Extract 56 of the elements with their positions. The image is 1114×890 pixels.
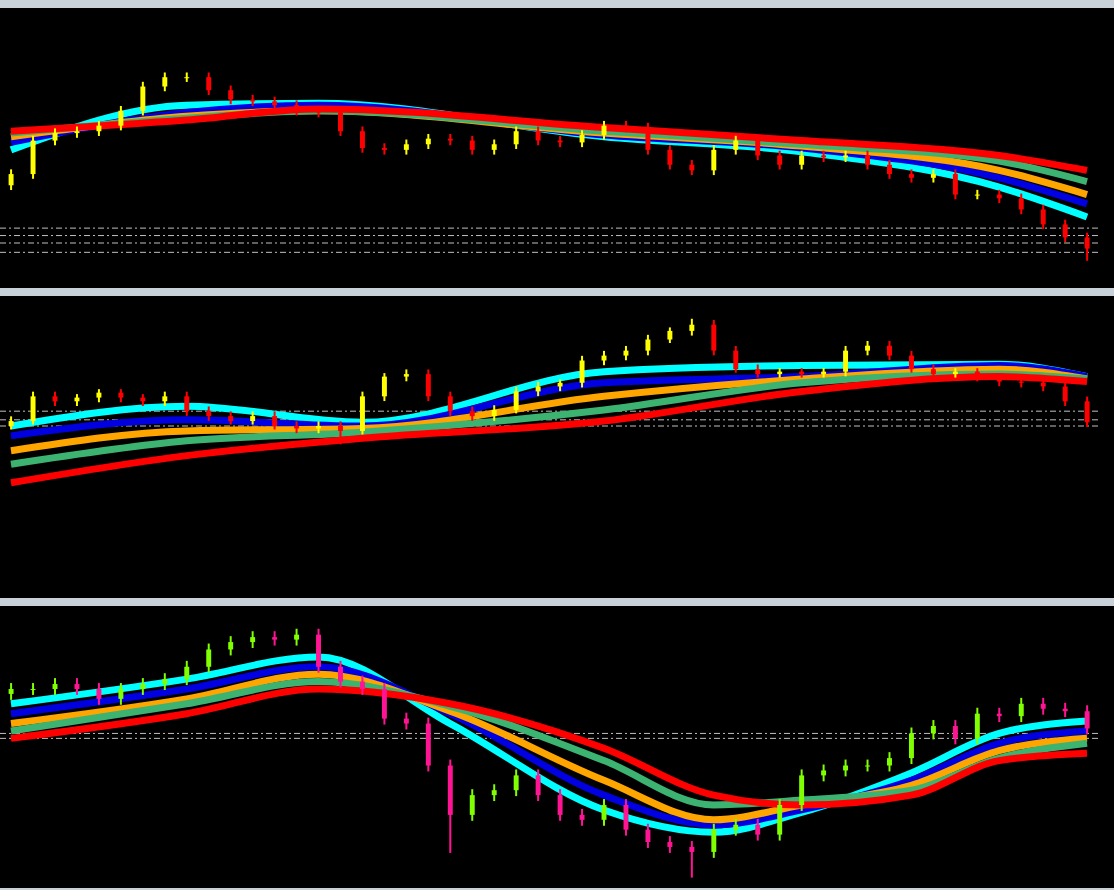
candlestick bbox=[118, 106, 124, 131]
candlestick bbox=[843, 345, 849, 377]
candlestick bbox=[645, 334, 651, 356]
candlestick bbox=[930, 169, 936, 183]
candlestick bbox=[513, 386, 519, 414]
candlestick bbox=[843, 150, 849, 163]
candlestick bbox=[425, 369, 431, 402]
candlestick bbox=[184, 72, 190, 82]
candlestick bbox=[469, 789, 475, 821]
candlestick bbox=[645, 122, 651, 155]
candlestick bbox=[755, 818, 761, 841]
candlestick bbox=[908, 350, 914, 373]
candlestick bbox=[272, 631, 278, 646]
candlestick bbox=[865, 759, 870, 772]
candlestick bbox=[952, 169, 958, 200]
candlestick bbox=[74, 126, 80, 138]
candlestick bbox=[206, 72, 212, 95]
candlestick bbox=[338, 421, 343, 445]
candlestick bbox=[338, 660, 343, 688]
candlestick bbox=[952, 720, 958, 745]
candlestick bbox=[974, 189, 980, 200]
candlestick bbox=[184, 391, 190, 416]
candlestick bbox=[381, 143, 387, 155]
candlestick bbox=[1040, 204, 1046, 230]
candlestick bbox=[1018, 193, 1024, 215]
candlestick bbox=[711, 823, 717, 858]
candlestick bbox=[557, 789, 563, 821]
candlestick bbox=[821, 150, 827, 163]
candlestick bbox=[645, 823, 651, 848]
candlestick bbox=[359, 126, 365, 153]
candlestick bbox=[8, 169, 14, 190]
candlestick bbox=[711, 145, 717, 176]
candlestick bbox=[1084, 396, 1090, 427]
candlestick bbox=[403, 369, 409, 382]
candlestick bbox=[96, 683, 102, 705]
candlestick bbox=[381, 373, 387, 402]
candlestick bbox=[1084, 705, 1090, 735]
candlestick bbox=[1062, 381, 1068, 406]
candlestick bbox=[30, 683, 36, 695]
candlestick bbox=[447, 391, 453, 416]
candlestick bbox=[184, 660, 190, 686]
candlestick bbox=[206, 643, 212, 673]
candlestick bbox=[733, 345, 739, 373]
candlestick bbox=[908, 169, 914, 183]
candlestick bbox=[1062, 219, 1068, 243]
candlestick bbox=[579, 355, 585, 388]
candlestick bbox=[689, 841, 695, 878]
candlestick bbox=[513, 126, 519, 149]
candlestick bbox=[623, 120, 629, 133]
candlestick bbox=[118, 683, 124, 705]
candlestick bbox=[1018, 697, 1024, 723]
candlestick bbox=[667, 145, 673, 170]
candlestick bbox=[513, 769, 519, 797]
candlestick bbox=[1084, 232, 1090, 261]
candlestick bbox=[535, 769, 541, 802]
candlestick bbox=[447, 133, 453, 146]
